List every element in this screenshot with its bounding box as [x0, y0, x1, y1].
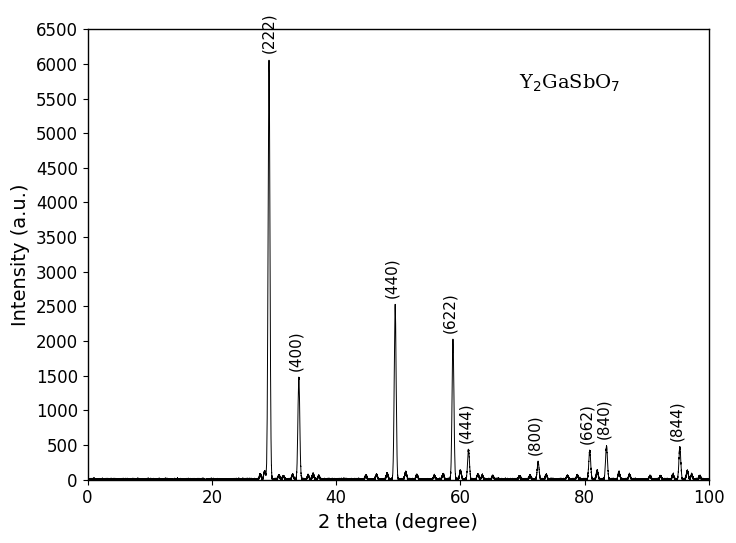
Text: (844): (844) — [669, 400, 684, 441]
Text: (440): (440) — [385, 257, 400, 298]
X-axis label: 2 theta (degree): 2 theta (degree) — [319, 513, 478, 532]
Text: (222): (222) — [261, 13, 277, 53]
Y-axis label: Intensity (a.u.): Intensity (a.u.) — [11, 183, 30, 326]
Text: (622): (622) — [442, 292, 457, 333]
Text: (840): (840) — [596, 399, 611, 439]
Text: (662): (662) — [579, 403, 594, 444]
Text: Y$_2$GaSbO$_7$: Y$_2$GaSbO$_7$ — [520, 73, 620, 94]
Text: (800): (800) — [528, 415, 542, 456]
Text: (444): (444) — [458, 402, 473, 443]
Text: (400): (400) — [289, 330, 303, 371]
